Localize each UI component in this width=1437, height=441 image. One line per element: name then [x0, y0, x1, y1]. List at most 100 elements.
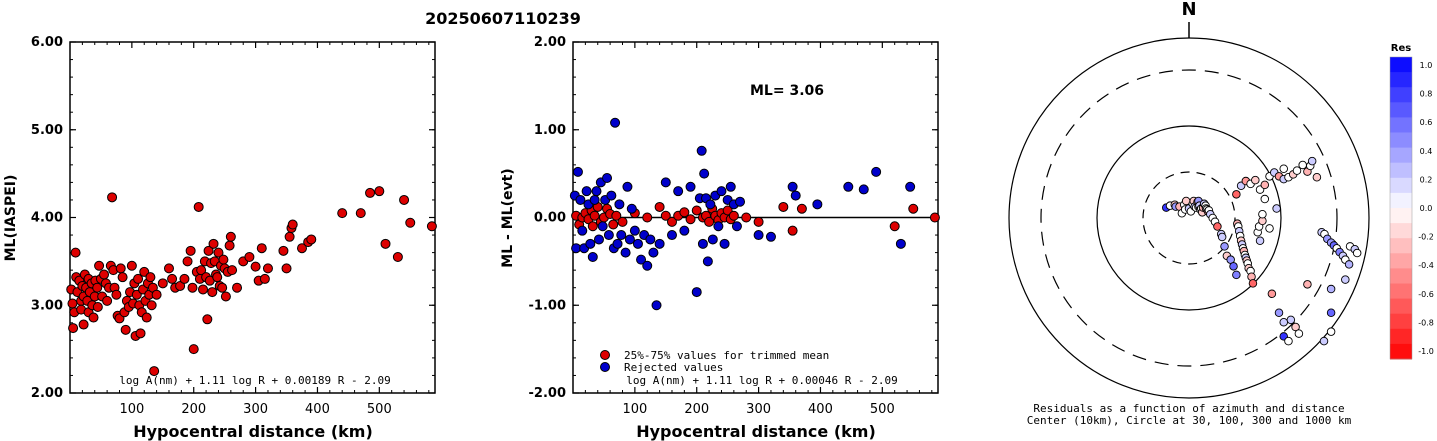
data-point: [92, 302, 103, 313]
data-point: [895, 238, 906, 249]
data-point: [642, 212, 653, 223]
x-tick-label: 300: [746, 402, 771, 417]
data-point: [812, 199, 823, 210]
y-axis-label-1: ML(IASPEI): [3, 175, 19, 262]
data-point: [704, 216, 715, 227]
data-point: [151, 289, 162, 300]
data-points-2: [569, 117, 940, 311]
data-point: [645, 234, 656, 245]
colorbar-cells: [1389, 56, 1413, 360]
colorbar-cell: [1390, 177, 1412, 194]
data-point: [203, 245, 214, 256]
data-point: [306, 234, 317, 245]
data-point: [157, 278, 168, 289]
data-point: [626, 203, 637, 214]
legend-marker-rejected: [600, 362, 610, 372]
data-point: [589, 210, 600, 221]
data-point: [88, 312, 99, 323]
data-point: [612, 238, 623, 249]
residual-point: [1326, 327, 1336, 336]
data-point: [146, 300, 157, 311]
data-point: [135, 328, 146, 339]
data-point: [620, 247, 631, 258]
data-point: [163, 263, 174, 274]
data-point: [603, 230, 614, 241]
residual-point: [1291, 322, 1300, 332]
data-point: [624, 234, 635, 245]
data-point: [259, 273, 270, 284]
data-point: [284, 231, 295, 242]
data-point: [602, 173, 613, 184]
colorbar-label: 0.2: [1420, 175, 1433, 184]
residual-point: [1274, 308, 1284, 317]
panel-ml-iaspei: 100 200 300 400 500 2.00 3.00 4.00 5.00 6.00 log …: [3, 35, 437, 441]
colorbar-cell: [1390, 298, 1412, 315]
data-point: [699, 168, 710, 179]
data-point: [587, 221, 598, 232]
colorbar-cell: [1390, 147, 1412, 164]
data-point: [654, 238, 665, 249]
data-point: [843, 181, 854, 192]
data-point: [666, 230, 677, 241]
data-point: [392, 251, 403, 262]
y-axis-label-2: ML - ML(evt): [500, 168, 516, 267]
north-label: N: [1181, 0, 1196, 20]
y-tick-label: 0.00: [534, 211, 566, 226]
colorbar-label: -0.4: [1418, 261, 1434, 270]
colorbar-cell: [1390, 238, 1412, 254]
data-point: [287, 219, 298, 230]
data-point: [102, 295, 113, 306]
data-point: [691, 205, 702, 216]
x-axis-label-1: Hypocentral distance (km): [133, 422, 373, 441]
data-point: [719, 238, 730, 249]
data-point: [78, 319, 89, 330]
data-point: [185, 245, 196, 256]
data-point: [636, 254, 647, 265]
data-point: [220, 291, 231, 302]
residual-point: [1217, 232, 1227, 242]
ring-100km: [1096, 125, 1282, 311]
data-point: [765, 231, 776, 242]
data-point: [244, 251, 255, 262]
colorbar-cell: [1390, 57, 1412, 73]
panel-azimuth-residuals: N Residuals as a function of azimuth and…: [1008, 0, 1434, 427]
residual-point: [1352, 248, 1362, 258]
residual-point: [1260, 180, 1270, 190]
data-point: [685, 214, 696, 225]
data-point: [753, 216, 764, 227]
data-point: [593, 234, 604, 245]
data-point: [585, 238, 596, 249]
residual-point: [1294, 329, 1304, 338]
data-point: [889, 221, 900, 232]
data-point: [679, 207, 690, 218]
data-point: [616, 230, 627, 241]
colorbar-label: 0.8: [1420, 90, 1433, 99]
y-tick-label: 5.00: [31, 123, 63, 138]
data-point: [296, 243, 307, 254]
data-point: [126, 260, 137, 271]
data-point: [117, 272, 128, 283]
colorbar-cell: [1390, 343, 1412, 360]
residual-point: [1326, 284, 1336, 294]
data-point: [188, 344, 199, 355]
residual-point: [1213, 222, 1222, 231]
data-point: [115, 263, 126, 274]
data-point: [606, 190, 617, 201]
legend-marker-trimmed: [600, 350, 610, 360]
colorbar-cell: [1390, 223, 1412, 239]
data-points-1: [66, 186, 437, 377]
data-point: [660, 177, 671, 188]
colorbar-label: 0.4: [1420, 147, 1433, 156]
data-point: [790, 190, 801, 201]
residual-points: [1162, 156, 1362, 346]
data-point: [213, 247, 224, 258]
colorbar-cell: [1390, 268, 1412, 284]
y-tick-label: 3.00: [31, 298, 63, 313]
colorbar-cell: [1390, 132, 1412, 149]
data-point: [175, 280, 186, 291]
data-point: [133, 273, 144, 284]
colorbar-label: 0.0: [1420, 204, 1433, 213]
x-tick-label: 400: [808, 402, 833, 417]
y-tick-label: 6.00: [31, 35, 63, 50]
